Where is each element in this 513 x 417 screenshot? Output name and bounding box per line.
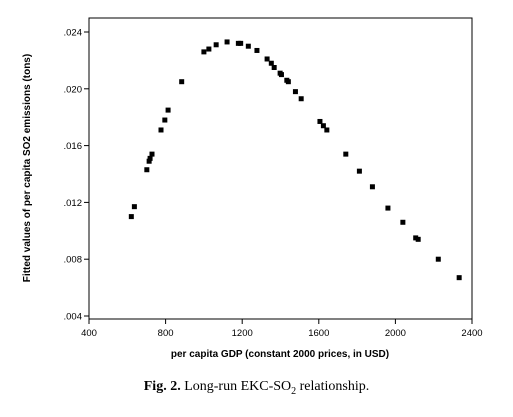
x-axis-title: per capita GDP (constant 2000 prices, in… bbox=[171, 349, 389, 360]
y-axis-title: Fitted values of per capita SO2 emission… bbox=[22, 54, 33, 282]
y-tick-label: .020 bbox=[64, 84, 83, 95]
y-tick-label: .024 bbox=[64, 28, 83, 39]
data-point bbox=[298, 96, 304, 102]
data-point bbox=[271, 65, 277, 70]
y-tick-label: .004 bbox=[64, 312, 83, 323]
data-point bbox=[179, 79, 185, 85]
plot-border bbox=[88, 17, 473, 320]
y-tick-label: .008 bbox=[64, 255, 83, 266]
data-point bbox=[146, 158, 152, 164]
data-point bbox=[264, 56, 270, 62]
data-point bbox=[254, 47, 260, 53]
data-point bbox=[144, 167, 150, 173]
data-point bbox=[224, 39, 230, 45]
x-tick-label: 2000 bbox=[385, 328, 406, 339]
data-point bbox=[245, 43, 251, 49]
caption-subscript: 2 bbox=[291, 385, 297, 397]
data-point bbox=[128, 214, 134, 220]
data-point bbox=[201, 49, 207, 55]
data-point bbox=[356, 168, 362, 174]
data-point bbox=[292, 89, 298, 95]
data-point bbox=[400, 219, 406, 225]
data-point bbox=[324, 127, 330, 133]
data-point bbox=[147, 155, 153, 161]
figure-caption: Fig. 2. Long-run EKC-SO2 relationship. bbox=[0, 379, 513, 397]
caption-text-end: relationship. bbox=[296, 379, 370, 394]
data-point bbox=[158, 127, 164, 133]
y-tick-label: .016 bbox=[64, 141, 83, 152]
x-tick-label: 2400 bbox=[461, 328, 482, 339]
data-point bbox=[206, 46, 212, 52]
data-point bbox=[385, 205, 391, 211]
y-axis: .004 .008 .012 .016 .020 .024 bbox=[64, 28, 89, 323]
data-point bbox=[278, 72, 284, 78]
x-tick-label: 1600 bbox=[308, 328, 329, 339]
data-point bbox=[162, 117, 168, 123]
data-point bbox=[285, 79, 291, 85]
data-point bbox=[238, 40, 244, 46]
plot-frame bbox=[88, 17, 473, 320]
data-point bbox=[317, 118, 323, 124]
caption-text: Long-run EKC-SO bbox=[180, 379, 292, 394]
x-tick-label: 400 bbox=[81, 328, 97, 339]
data-point bbox=[131, 204, 137, 210]
data-points bbox=[128, 39, 462, 281]
data-point bbox=[165, 107, 171, 113]
data-point bbox=[415, 236, 421, 242]
x-tick-label: 800 bbox=[158, 328, 174, 339]
data-point bbox=[268, 60, 274, 66]
x-tick-label: 1200 bbox=[232, 328, 253, 339]
data-point bbox=[369, 184, 375, 190]
data-point bbox=[213, 42, 219, 48]
x-axis: 400 800 1200 1600 2000 2400 bbox=[81, 319, 483, 339]
caption-label: Fig. 2. bbox=[143, 379, 181, 394]
data-point bbox=[343, 151, 349, 157]
y-tick-label: .012 bbox=[64, 198, 83, 209]
data-point bbox=[149, 151, 155, 157]
chart: 400 800 1200 1600 2000 2400 .004 .008 .012 .016.… bbox=[22, 17, 483, 360]
data-point bbox=[456, 275, 462, 281]
data-point bbox=[435, 256, 441, 262]
data-point bbox=[320, 123, 326, 129]
